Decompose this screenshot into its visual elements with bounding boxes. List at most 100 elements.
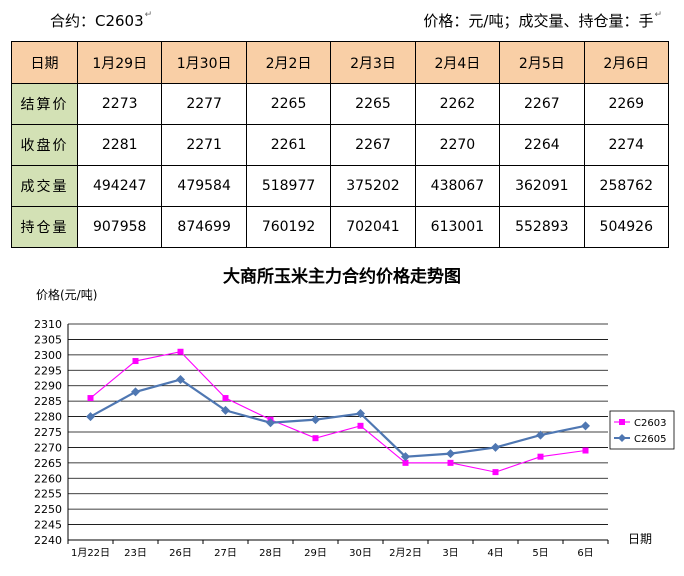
- table-row: 收盘价 2281 2271 2261 2267 2270 2264 2274: [11, 124, 670, 166]
- table-cell: 2271: [161, 124, 247, 166]
- data-point-C2605: [311, 415, 320, 425]
- x-tick-label: 29日: [304, 548, 327, 559]
- table-cell: 2267: [499, 83, 585, 125]
- x-tick-label: 30日: [349, 548, 372, 559]
- table-cell: 2281: [76, 124, 163, 166]
- table-row: 结算价 2273 2277 2265 2265 2262 2267 2269: [11, 83, 670, 125]
- date-header: 2月5日: [499, 41, 585, 84]
- table-cell: 504926: [583, 206, 670, 248]
- units-text: 价格：元/吨；成交量、持仓量：手: [423, 12, 654, 30]
- table-cell: 2264: [499, 124, 585, 166]
- row-label: 结算价: [11, 83, 78, 125]
- y-tick-label: 2310: [34, 318, 62, 331]
- data-point-C2605: [401, 452, 410, 462]
- row-label: 成交量: [11, 165, 78, 207]
- y-tick-label: 2245: [34, 519, 62, 532]
- table-header-row: 日期 1月29日 1月30日 2月2日 2月3日 2月4日 2月5日 2月6日: [11, 41, 670, 84]
- price-chart: 2240 2245 2250 2255 2260 2265 2270 2275 2280 2285…: [34, 318, 675, 559]
- y-tick-label: 2240: [34, 534, 62, 547]
- table-row: 持仓量 907958 874699 760192 702041 613001 5…: [11, 206, 670, 248]
- table-corner-cell: 日期: [11, 41, 78, 84]
- table-cell: 552893: [499, 206, 585, 248]
- data-point-C2605: [86, 412, 95, 422]
- table-cell: 2267: [330, 124, 416, 166]
- y-tick-label: 2295: [34, 364, 62, 377]
- x-tick-label: 6日: [577, 548, 593, 559]
- data-point-C2603: [402, 459, 409, 466]
- data-point-C2603: [537, 453, 544, 460]
- data-point-C2605: [131, 387, 140, 397]
- data-point-C2603: [312, 435, 319, 442]
- table-cell: 874699: [161, 206, 247, 248]
- data-point-C2603: [447, 459, 454, 466]
- x-axis-label: 日期: [628, 532, 653, 546]
- series-line-C2603: [90, 351, 586, 473]
- x-tick-label: 1月22日: [71, 547, 110, 559]
- y-tick-label: 2270: [34, 441, 62, 454]
- y-tick-label: 2305: [34, 333, 62, 346]
- series-line-C2605: [89, 378, 586, 458]
- x-tick-label: 5日: [532, 548, 548, 559]
- y-tick-label: 2285: [34, 395, 62, 408]
- y-tick-label: 2290: [34, 380, 62, 393]
- table-cell: 362091: [499, 165, 585, 207]
- data-point-C2605: [266, 418, 275, 428]
- legend-label: C2605: [634, 434, 666, 445]
- table-cell: 2273: [76, 83, 163, 125]
- data-point-C2605: [536, 430, 545, 440]
- date-header: 2月2日: [245, 41, 332, 84]
- data-point-C2603: [132, 358, 139, 365]
- y-tick-label: 2260: [34, 472, 62, 485]
- row-label: 收盘价: [11, 124, 78, 166]
- paragraph-mark: ↵: [144, 10, 153, 20]
- date-header: 2月3日: [330, 41, 416, 84]
- legend-label: C2603: [634, 418, 666, 429]
- table-cell: 258762: [583, 165, 670, 207]
- table-cell: 494247: [76, 165, 163, 207]
- chart-title: 大商所玉米主力合约价格走势图: [223, 267, 461, 287]
- x-tick-label: 26日: [169, 548, 192, 559]
- x-tick-label: 4日: [487, 548, 503, 559]
- table-cell: 2262: [414, 83, 501, 125]
- table-cell: 702041: [330, 206, 416, 248]
- legend-marker: [619, 419, 625, 425]
- y-axis-label: 价格(元/吨): [36, 288, 98, 302]
- table-cell: 375202: [330, 165, 416, 207]
- date-header: 1月29日: [76, 41, 163, 84]
- table-cell: 518977: [245, 165, 332, 207]
- table-cell: 2265: [330, 83, 416, 125]
- table-cell: 2274: [583, 124, 670, 166]
- units-label: 价格：元/吨；成交量、持仓量：手↵: [423, 10, 662, 31]
- table-cell: 2261: [245, 124, 332, 166]
- x-tick-label: 2月2日: [389, 547, 422, 559]
- table-cell: 2277: [161, 83, 247, 125]
- contract-label: 合约：C2603↵: [50, 10, 152, 31]
- x-tick-label: 3日: [442, 548, 458, 559]
- table-cell: 2270: [414, 124, 501, 166]
- date-header: 2月4日: [414, 41, 501, 84]
- data-point-C2603: [492, 469, 499, 476]
- data-point-C2603: [87, 395, 94, 402]
- y-tick-label: 2300: [34, 349, 62, 362]
- table-cell: 760192: [245, 206, 332, 248]
- page-header: 合约：C2603↵ 价格：元/吨；成交量、持仓量：手↵: [0, 8, 684, 30]
- data-point-C2603: [222, 395, 229, 402]
- table-cell: 2269: [583, 83, 670, 125]
- data-point-C2603: [357, 422, 364, 429]
- data-point-C2603: [177, 348, 184, 355]
- y-tick-label: 2280: [34, 411, 62, 424]
- legend-box: [609, 410, 675, 450]
- table-cell: 2265: [245, 83, 332, 125]
- y-tick-label: 2265: [34, 457, 62, 470]
- date-header: 2月6日: [583, 41, 670, 84]
- y-tick-label: 2250: [34, 503, 62, 516]
- paragraph-mark: ↵: [654, 10, 662, 20]
- x-tick-label: 23日: [124, 548, 147, 559]
- x-tick-label: 28日: [259, 548, 282, 559]
- data-point-C2605: [221, 405, 230, 415]
- table-cell: 438067: [414, 165, 501, 207]
- data-point-C2605: [356, 408, 365, 418]
- y-tick-label: 2255: [34, 488, 62, 501]
- legend-marker: [618, 434, 626, 442]
- date-header: 1月30日: [161, 41, 247, 84]
